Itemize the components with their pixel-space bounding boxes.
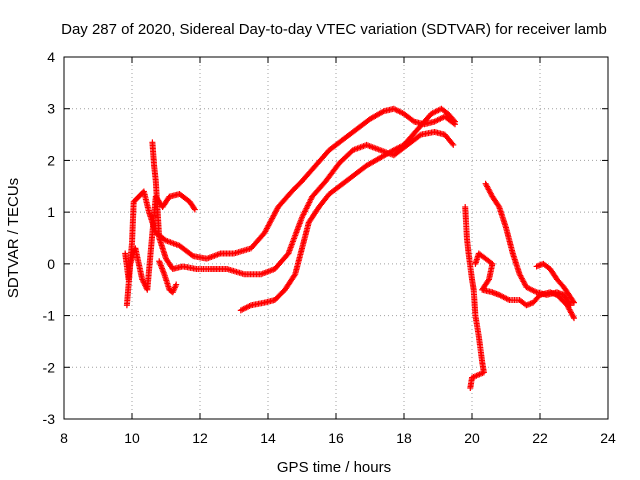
- data-point: [416, 132, 423, 139]
- data-point: [571, 315, 577, 322]
- x-tick-label: 8: [60, 430, 68, 446]
- data-point: [379, 109, 386, 116]
- series-track-2: [123, 191, 198, 309]
- data-point: [570, 298, 577, 305]
- data-point: [495, 202, 502, 209]
- x-tick-label: 16: [328, 430, 344, 446]
- data-point: [191, 206, 198, 213]
- series-track-6: [462, 203, 487, 391]
- data-point: [173, 281, 180, 288]
- y-tick-label: 3: [47, 101, 55, 117]
- data-point: [450, 141, 457, 148]
- y-tick-label: 4: [47, 49, 55, 65]
- y-axis-label: SDTVAR / TECUs: [5, 178, 22, 298]
- y-tick-label: -3: [43, 411, 56, 427]
- series-track-1: [122, 105, 458, 283]
- chart-title: Day 287 of 2020, Sidereal Day-to-day VTE…: [61, 21, 607, 38]
- data-point: [291, 272, 298, 279]
- series-track-5: [237, 105, 458, 314]
- data-point: [452, 118, 458, 125]
- data-point: [450, 117, 457, 124]
- data-point: [567, 302, 574, 309]
- x-tick-label: 14: [260, 430, 276, 446]
- x-tick-label: 20: [464, 430, 480, 446]
- y-tick-label: 2: [47, 152, 55, 168]
- y-tick-label: -1: [43, 308, 56, 324]
- y-tick-label: 0: [47, 256, 55, 272]
- y-tick-label: 1: [47, 204, 55, 220]
- data-point: [566, 300, 573, 307]
- series-track-4: [156, 258, 180, 296]
- series-track-8: [482, 180, 574, 309]
- data-point: [409, 117, 416, 124]
- grid-lines: [64, 57, 608, 419]
- data-point: [449, 140, 456, 147]
- data-points: [122, 105, 577, 391]
- y-tick-label: -2: [43, 359, 56, 375]
- x-tick-label: 12: [192, 430, 208, 446]
- data-point: [188, 252, 195, 259]
- x-tick-label: 18: [396, 430, 412, 446]
- y-axis-ticks: -3 -2 -1 0 1 2 3 4: [43, 49, 608, 427]
- data-point: [191, 205, 198, 212]
- x-axis-ticks: 8 10 12 14 16 18 20 22 24: [60, 57, 616, 446]
- x-tick-label: 24: [600, 430, 616, 446]
- x-tick-label: 10: [124, 430, 140, 446]
- data-point: [571, 299, 577, 306]
- x-tick-label: 22: [532, 430, 548, 446]
- series-track-9: [533, 260, 577, 306]
- x-axis-label: GPS time / hours: [277, 459, 391, 476]
- data-point: [467, 384, 474, 391]
